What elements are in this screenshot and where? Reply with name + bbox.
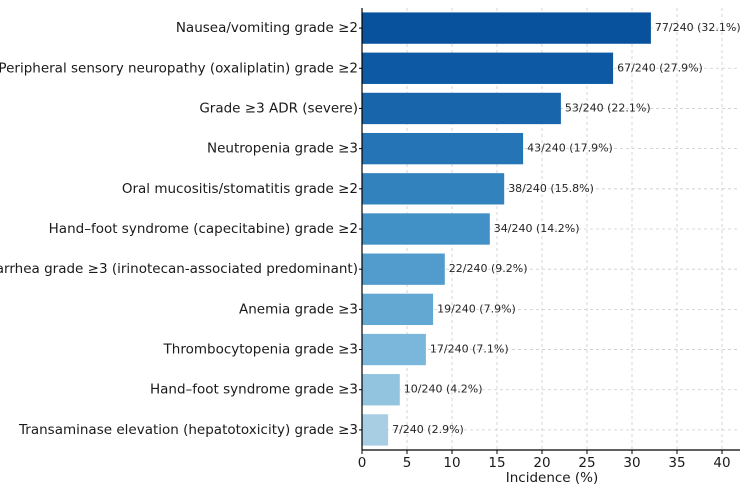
category-label: Anemia grade ≥3: [239, 301, 358, 317]
data-label: 10/240 (4.2%): [404, 383, 483, 396]
x-axis-title: Incidence (%): [506, 470, 599, 486]
x-tick-label: 25: [578, 455, 595, 471]
category-label: Diarrhea grade ≥3 (irinotecan-associated…: [0, 261, 358, 277]
data-label: 22/240 (9.2%): [449, 262, 528, 275]
category-label: Grade ≥3 ADR (severe): [199, 100, 358, 116]
bar: [362, 333, 426, 366]
bar: [362, 213, 490, 245]
axes: 0 5 10 15 20 25 30 35 40: [358, 8, 740, 471]
x-tick-label: 0: [358, 455, 367, 471]
x-tick-label: 5: [403, 455, 412, 471]
data-label: 34/240 (14.2%): [494, 222, 580, 235]
bar: [362, 253, 445, 285]
x-tick-label: 20: [533, 455, 550, 471]
bar: [362, 52, 614, 84]
category-label: Hand–foot syndrome (capecitabine) grade …: [49, 221, 358, 237]
bars: [362, 12, 651, 446]
bar: [362, 132, 524, 165]
data-label: 19/240 (7.9%): [437, 302, 516, 315]
category-labels: Nausea/vomiting grade ≥2 Peripheral senso…: [0, 20, 358, 438]
x-tick-label: 10: [443, 455, 460, 471]
bar: [362, 374, 400, 406]
category-label: Transaminase elevation (hepatotoxicity) …: [18, 422, 358, 438]
category-label: Thrombocytopenia grade ≥3: [163, 342, 358, 358]
category-label: Nausea/vomiting grade ≥2: [176, 20, 358, 36]
data-labels: 77/240 (32.1%) 67/240 (27.9%) 53/240 (22.1…: [392, 21, 741, 436]
category-label: Oral mucositis/stomatitis grade ≥2: [122, 181, 358, 197]
data-label: 43/240 (17.9%): [527, 142, 613, 155]
bar: [362, 92, 561, 125]
category-label: Neutropenia grade ≥3: [207, 141, 358, 157]
data-label: 7/240 (2.9%): [392, 423, 464, 436]
data-label: 53/240 (22.1%): [565, 101, 651, 114]
x-tick-label: 35: [668, 455, 685, 471]
x-tick-label: 40: [713, 455, 730, 471]
category-label: Hand–foot syndrome grade ≥3: [150, 382, 358, 398]
data-label: 38/240 (15.8%): [508, 182, 594, 195]
bar: [362, 12, 651, 44]
category-label: Peripheral sensory neuropathy (oxaliplat…: [0, 60, 358, 76]
bar: [362, 173, 505, 205]
x-tick-label: 30: [623, 455, 640, 471]
bar: [362, 293, 434, 326]
data-label: 67/240 (27.9%): [617, 61, 703, 74]
data-label: 77/240 (32.1%): [655, 21, 741, 34]
x-tick-label: 15: [488, 455, 505, 471]
bar: [362, 414, 389, 446]
data-label: 17/240 (7.1%): [430, 343, 509, 356]
